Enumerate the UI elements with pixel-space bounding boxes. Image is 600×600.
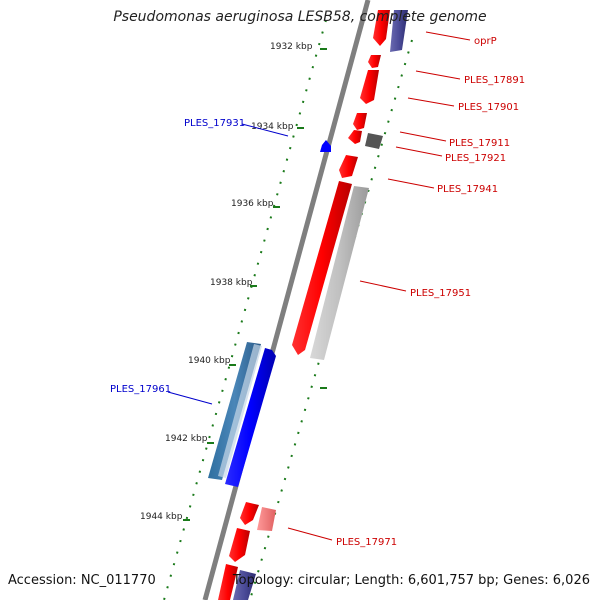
gene-oprP [373, 10, 390, 46]
gene-17891-b [360, 70, 379, 104]
outer-tick-track [163, 19, 327, 600]
gene-17971 [240, 502, 259, 525]
gene-bottom-c [233, 570, 256, 600]
gene-17951 [292, 181, 352, 355]
gene-17941 [339, 155, 358, 178]
gene-17971-pink [257, 507, 276, 531]
gene-17921 [365, 133, 383, 149]
gene-label-17901: PLES_17901 [458, 102, 519, 113]
gene-17911 [348, 130, 362, 144]
gene-17901 [353, 113, 367, 130]
genome-backbone [202, 0, 371, 600]
tick-label-1936: 1936 kbp [231, 199, 274, 209]
gene-oprP-shadow [390, 10, 408, 52]
tick-marks [183, 48, 327, 521]
gene-17951-shadow [310, 186, 369, 360]
topology-text: Topology: circular; Length: 6,601,757 bp… [232, 573, 590, 588]
gene-label-17891: PLES_17891 [464, 75, 525, 86]
tick-label-1934: 1934 kbp [251, 122, 294, 132]
accession-text: Accession: NC_011770 [8, 573, 156, 588]
gene-label-17941: PLES_17941 [437, 184, 498, 195]
tick-label-1942: 1942 kbp [165, 434, 208, 444]
map-title: Pseudomonas aeruginosa LESB58, complete … [113, 9, 487, 25]
gene-label-17971: PLES_17971 [336, 537, 397, 548]
gene-17891 [368, 55, 381, 68]
gene-label-17951: PLES_17951 [410, 288, 471, 299]
gene-bottom-a [229, 528, 250, 562]
gene-17961 [225, 348, 276, 487]
gene-17931 [320, 140, 331, 152]
gene-bottom-b [218, 564, 238, 600]
gene-label-17931: PLES_17931 [184, 118, 245, 129]
gene-label-17961: PLES_17961 [110, 384, 171, 395]
inner-tick-track [249, 39, 413, 600]
gene-label-17921: PLES_17921 [445, 153, 506, 164]
label-leaders [167, 31, 471, 541]
gene-17961-light [218, 344, 262, 478]
tick-label-1938: 1938 kbp [210, 278, 253, 288]
tick-label-1944: 1944 kbp [140, 512, 183, 522]
gene-label-17911: PLES_17911 [449, 138, 510, 149]
gene-label-oprP: oprP [474, 36, 497, 47]
tick-label-1940: 1940 kbp [188, 356, 231, 366]
tick-label-1932: 1932 kbp [270, 42, 313, 52]
